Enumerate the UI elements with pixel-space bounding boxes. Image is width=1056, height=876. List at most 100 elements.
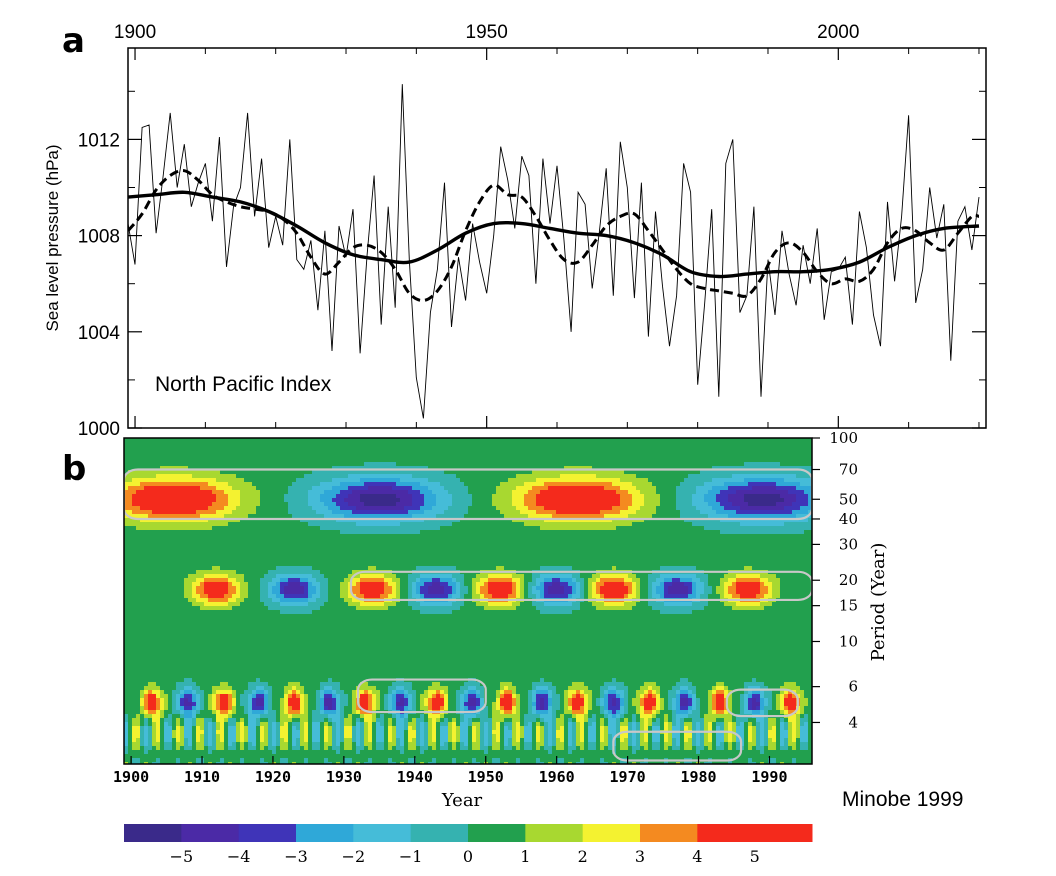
heatmap-cell: [672, 458, 677, 463]
heatmap-cell: [708, 526, 713, 531]
heatmap-cell: [432, 490, 437, 495]
heatmap-cell: [392, 458, 397, 463]
heatmap-cell: [212, 510, 217, 515]
heatmap-cell: [256, 502, 261, 507]
heatmap-cell: [124, 438, 129, 443]
heatmap-cell: [500, 542, 505, 547]
heatmap-cell: [192, 478, 197, 483]
heatmap-cell: [728, 526, 733, 531]
heatmap-cell: [304, 474, 309, 479]
heatmap-cell: [404, 490, 409, 495]
heatmap-cell: [316, 466, 321, 471]
heatmap-cell: [252, 474, 257, 479]
heatmap-cell: [272, 542, 277, 547]
heatmap-cell: [252, 478, 257, 483]
heatmap-cell: [636, 490, 641, 495]
heatmap-cell: [736, 442, 741, 447]
heatmap-cell: [716, 522, 721, 527]
heatmap-cell: [436, 498, 441, 503]
heatmap-cell: [576, 458, 581, 463]
heatmap-cell: [400, 490, 405, 495]
heatmap-cell: [704, 486, 709, 491]
heatmap-cell: [748, 458, 753, 463]
heatmap-cell: [152, 542, 157, 547]
heatmap-cell: [604, 538, 609, 543]
heatmap-cell: [476, 478, 481, 483]
heatmap-cell: [356, 478, 361, 483]
heatmap-cell: [708, 486, 713, 491]
heatmap-cell: [728, 546, 733, 551]
heatmap-cell: [644, 502, 649, 507]
heatmap-cell: [508, 502, 513, 507]
heatmap-cell: [616, 526, 621, 531]
heatmap-cell: [668, 538, 673, 543]
heatmap-cell: [160, 494, 165, 499]
heatmap-cell: [276, 482, 281, 487]
heatmap-cell: [588, 450, 593, 455]
heatmap-cell: [620, 546, 625, 551]
heatmap-cell: [636, 466, 641, 471]
heatmap-cell: [492, 458, 497, 463]
heatmap-cell: [440, 446, 445, 451]
heatmap-cell: [256, 522, 261, 527]
heatmap-cell: [340, 538, 345, 543]
heatmap-cell: [592, 506, 597, 511]
heatmap-cell: [640, 442, 645, 447]
heatmap-cell: [160, 530, 165, 535]
heatmap-cell: [760, 454, 765, 459]
heatmap-cell: [668, 478, 673, 483]
heatmap-cell: [612, 542, 617, 547]
heatmap-cell: [652, 546, 657, 551]
heatmap-cell: [208, 466, 213, 471]
heatmap-cell: [144, 478, 149, 483]
heatmap-cell: [300, 534, 305, 539]
heatmap-cell: [548, 550, 553, 555]
heatmap-cell: [432, 510, 437, 515]
heatmap-cell: [396, 530, 401, 535]
heatmap-cell: [540, 474, 545, 479]
heatmap-cell: [656, 454, 661, 459]
heatmap-cell: [540, 466, 545, 471]
heatmap-cell: [660, 546, 665, 551]
heatmap-cell: [788, 514, 793, 519]
heatmap-cell: [224, 458, 229, 463]
heatmap-cell: [340, 518, 345, 523]
heatmap-cell: [552, 474, 557, 479]
heatmap-cell: [716, 490, 721, 495]
heatmap-cell: [140, 542, 145, 547]
heatmap-cell: [392, 542, 397, 547]
heatmap-cell: [580, 438, 585, 443]
heatmap-cell: [508, 546, 513, 551]
heatmap-cell: [704, 518, 709, 523]
heatmap-cell: [736, 478, 741, 483]
heatmap-cell: [296, 498, 301, 503]
heatmap-cell: [568, 478, 573, 483]
heatmap-cell: [228, 550, 233, 555]
heatmap-cell: [432, 482, 437, 487]
heatmap-cell: [516, 518, 521, 523]
heatmap-cell: [592, 438, 597, 443]
heatmap-cell: [360, 510, 365, 515]
heatmap-cell: [444, 498, 449, 503]
heatmap-cell: [796, 546, 801, 551]
heatmap-cell: [620, 450, 625, 455]
heatmap-cell: [392, 538, 397, 543]
heatmap-cell: [448, 542, 453, 547]
heatmap-cell: [300, 462, 305, 467]
heatmap-cell: [488, 490, 493, 495]
heatmap-cell: [156, 518, 161, 523]
heatmap-cell: [432, 442, 437, 447]
heatmap-cell: [396, 522, 401, 527]
heatmap-cell: [488, 538, 493, 543]
heatmap-cell: [496, 550, 501, 555]
heatmap-cell: [404, 538, 409, 543]
heatmap-cell: [460, 494, 465, 499]
heatmap-cell: [184, 510, 189, 515]
heatmap-cell: [172, 474, 177, 479]
heatmap-cell: [560, 474, 565, 479]
heatmap-cell: [608, 514, 613, 519]
heatmap-cell: [660, 534, 665, 539]
heatmap-cell: [468, 542, 473, 547]
heatmap-cell: [420, 546, 425, 551]
heatmap-cell: [652, 470, 657, 475]
